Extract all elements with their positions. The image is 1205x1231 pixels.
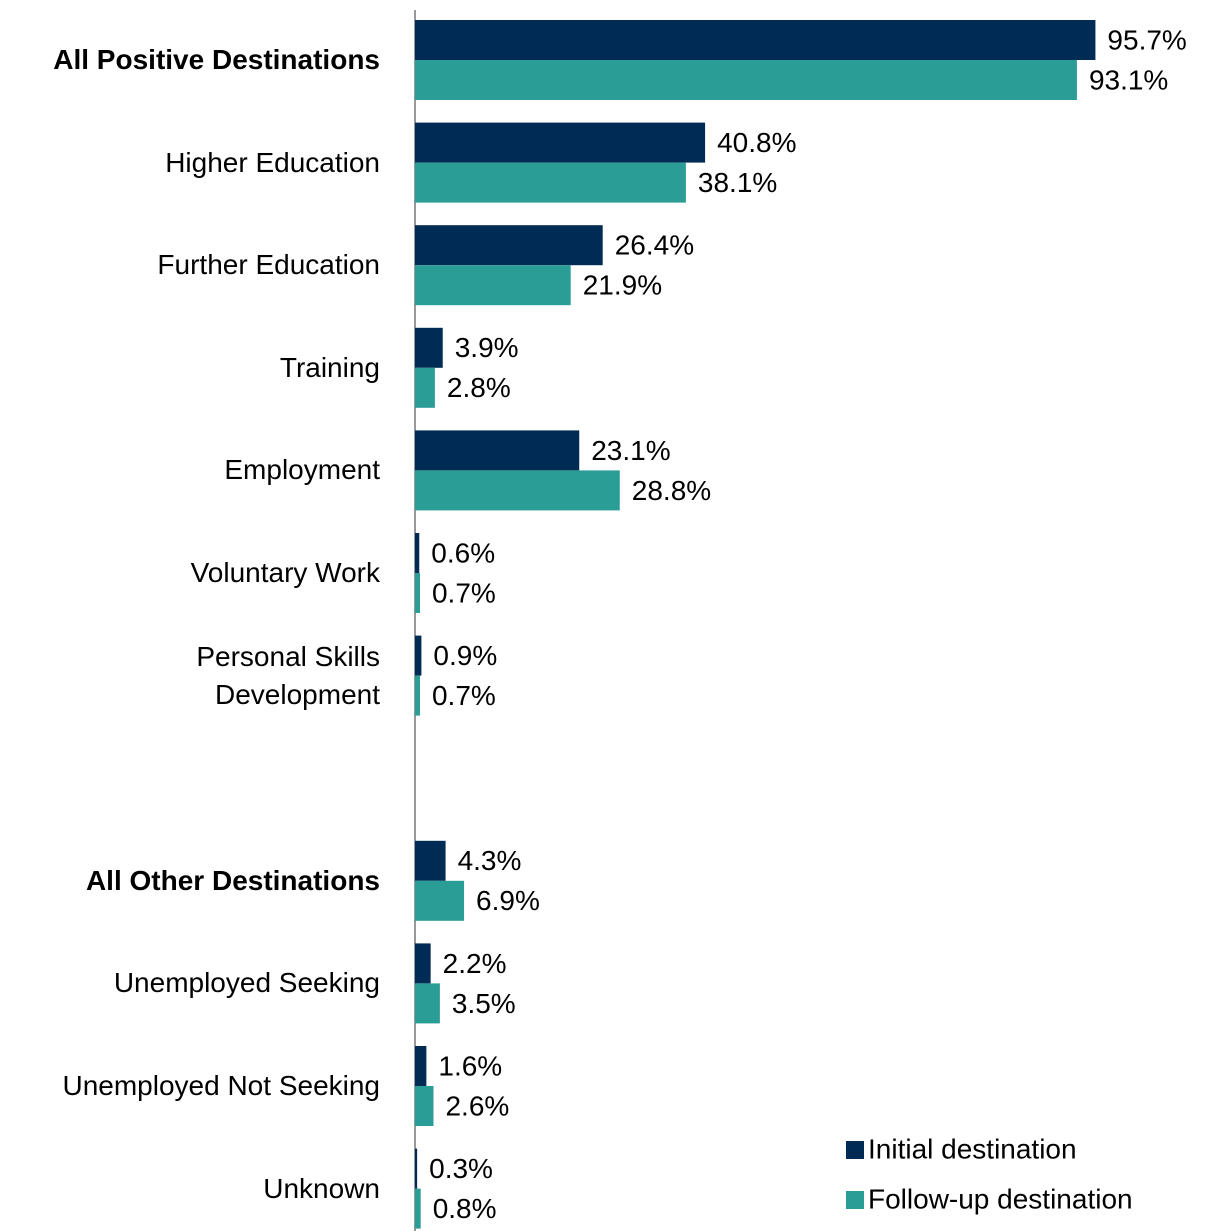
- value-label: 21.9%: [583, 270, 662, 301]
- bar: [415, 840, 446, 881]
- value-label: 3.5%: [452, 988, 516, 1019]
- bar: [415, 675, 420, 716]
- value-label: 1.6%: [438, 1050, 502, 1081]
- bar: [415, 327, 443, 368]
- bar: [415, 225, 603, 266]
- bar: [415, 1046, 427, 1086]
- value-label: 95.7%: [1107, 24, 1186, 55]
- bar: [415, 162, 686, 203]
- bar: [415, 635, 422, 676]
- bar: [415, 943, 431, 984]
- legend-swatch: [846, 1141, 864, 1159]
- value-label: 23.1%: [591, 435, 670, 466]
- bar: [415, 60, 1077, 100]
- bar: [415, 880, 465, 921]
- value-label: 26.4%: [615, 230, 694, 261]
- bar: [415, 265, 571, 306]
- bar: [415, 533, 420, 573]
- category-label: Unknown: [263, 1172, 380, 1204]
- bar: [415, 1086, 434, 1126]
- bar: [415, 367, 435, 408]
- value-label: 0.8%: [433, 1193, 497, 1224]
- bar: [415, 122, 706, 163]
- value-label: 93.1%: [1089, 64, 1168, 95]
- bar: [415, 1148, 418, 1189]
- value-label: 4.3%: [458, 845, 522, 876]
- bar: [415, 1188, 421, 1229]
- bar: [415, 20, 1096, 60]
- value-label: 0.3%: [429, 1153, 493, 1184]
- legend-label: Follow-up destination: [868, 1183, 1133, 1214]
- bar: [415, 573, 420, 613]
- category-label: Higher Education: [165, 146, 380, 178]
- value-label: 0.9%: [433, 640, 497, 671]
- category-label: Voluntary Work: [190, 557, 380, 588]
- category-label: Unemployed Not Seeking: [62, 1070, 380, 1101]
- value-label: 40.8%: [717, 127, 796, 158]
- category-label: Unemployed Seeking: [113, 967, 380, 999]
- bar: [415, 983, 440, 1024]
- category-label: Further Education: [157, 249, 380, 281]
- value-label: 2.8%: [447, 372, 511, 403]
- category-label: Employment: [224, 454, 380, 486]
- value-label: 6.9%: [476, 885, 540, 916]
- category-label: Training: [279, 351, 380, 383]
- legend-label: Initial destination: [868, 1133, 1077, 1164]
- bar: [415, 470, 620, 511]
- value-label: 28.8%: [632, 475, 711, 506]
- value-label: 38.1%: [698, 167, 777, 198]
- value-label: 3.9%: [455, 332, 519, 363]
- value-label: 0.7%: [432, 680, 496, 711]
- value-label: 2.2%: [443, 948, 507, 979]
- value-label: 0.6%: [431, 537, 495, 568]
- category-label: Personal Skills Development: [196, 640, 380, 710]
- category-label: All Other Destinations: [85, 864, 380, 896]
- bar: [415, 430, 580, 471]
- value-label: 0.7%: [432, 577, 496, 608]
- value-label: 2.6%: [445, 1090, 509, 1121]
- category-label: All Positive Destinations: [53, 44, 380, 75]
- legend-swatch: [846, 1191, 864, 1209]
